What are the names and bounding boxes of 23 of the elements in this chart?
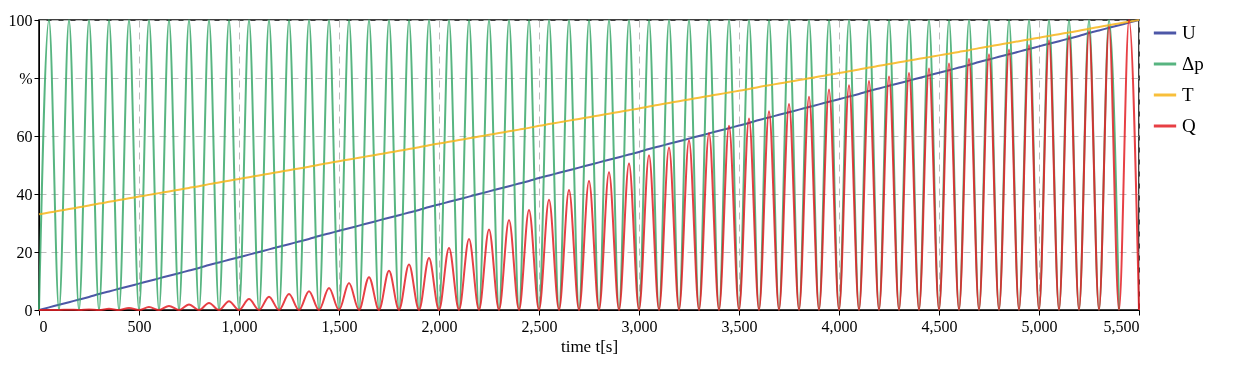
x-tick-label: 5,000: [1021, 317, 1058, 335]
x-tick-label: 4,500: [921, 317, 958, 335]
legend-label: Q: [1182, 115, 1196, 136]
x-tick-label: 2,000: [421, 317, 458, 335]
x-tick-label: 2,500: [521, 317, 558, 335]
x-tick-label: 1,000: [221, 317, 258, 335]
x-tick-label: 4,000: [821, 317, 858, 335]
x-tick-label: 3,500: [721, 317, 758, 335]
x-tick-label: 5,500: [1103, 317, 1140, 335]
y-tick-label: %: [19, 69, 33, 87]
y-tick-label: 100: [8, 11, 33, 29]
x-tick-label: 1,500: [321, 317, 358, 335]
x-tick-label: 0: [39, 317, 48, 335]
legend-label: Δp: [1182, 53, 1204, 74]
y-tick-label: 0: [24, 301, 33, 319]
y-tick-label: 20: [16, 243, 33, 261]
y-tick-label: 60: [16, 127, 33, 145]
legend-label: T: [1182, 84, 1194, 105]
legend-label: U: [1182, 22, 1196, 43]
x-tick-label: 500: [127, 317, 152, 335]
x-tick-label: 3,000: [621, 317, 658, 335]
y-tick-label: 40: [16, 185, 33, 203]
x-axis-title: time t[s]: [560, 336, 619, 356]
